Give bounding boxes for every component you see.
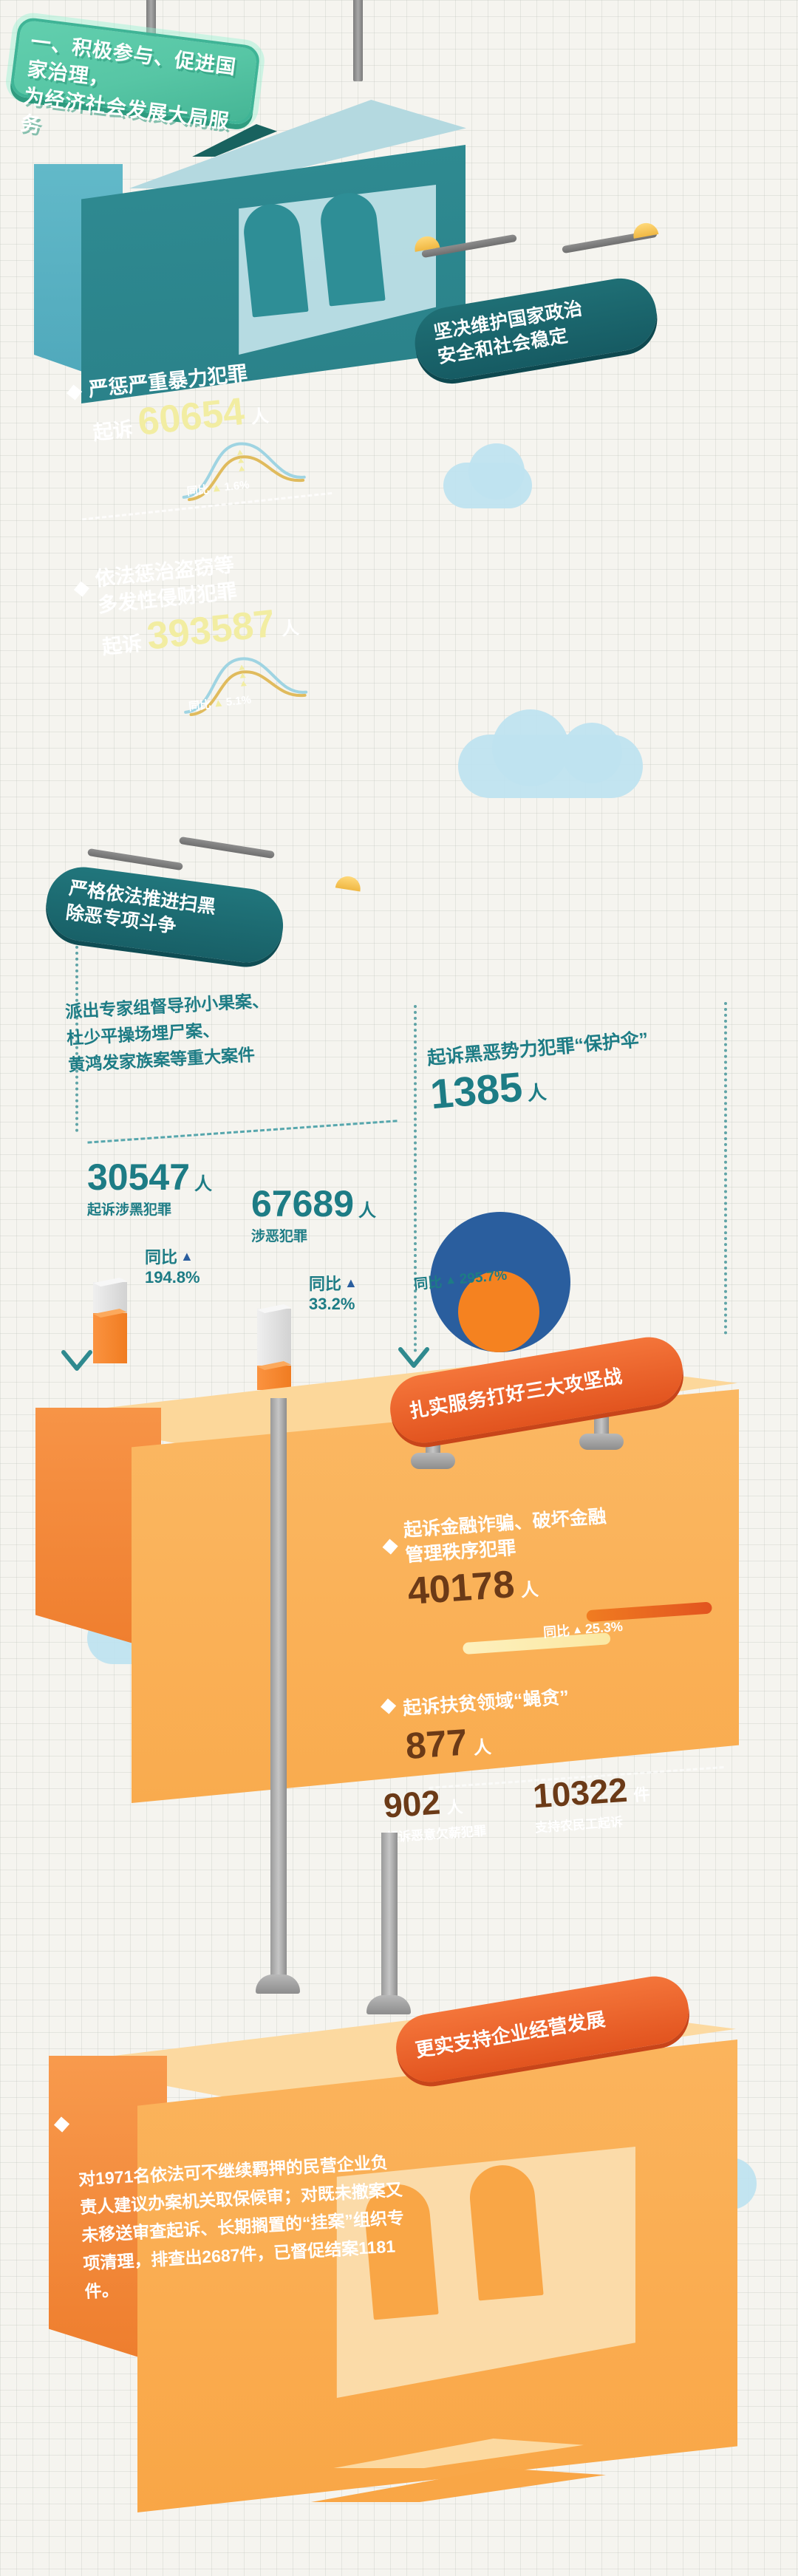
pair-value: 10322 <box>531 1770 629 1816</box>
bar-change-label: 同比 <box>309 1275 342 1293</box>
bar-group-divider <box>87 1120 398 1144</box>
progress-change-label: 同比 <box>542 1623 570 1640</box>
cloud-puff <box>492 709 569 786</box>
stat-block-violent-crime: 严惩严重暴力犯罪 起诉 60654 人 同比 ▲ 1.6% <box>66 347 391 521</box>
support-leg-base-right <box>366 1995 411 2014</box>
bar-column-1 <box>93 1273 134 1363</box>
progress-change-value: 25.3% <box>584 1618 624 1636</box>
pie-stat-unit: 人 <box>526 1080 548 1105</box>
bar-stat-evil-crime: 67689 人 涉恶犯罪 同比 ▲ 33.2% <box>251 1183 377 1390</box>
bar-change-arrow-icon: ▲ <box>180 1248 194 1264</box>
bar-change-group-1: 同比 ▲ 194.8% <box>145 1244 200 1287</box>
bar-stat-black-crime: 30547 人 起诉涉黑犯罪 同比 ▲ 194.8% <box>87 1156 213 1363</box>
support-leg-left <box>270 1398 287 1982</box>
bar-value: 30547 <box>87 1156 191 1198</box>
stat-block-theft-crime: 依法惩治盗窃等 多发性侵财犯罪 起诉 393587 人 同比 ▲ 5.1% <box>73 534 414 727</box>
down-arrow-left-icon <box>61 1348 93 1378</box>
bar-change-group-2: 同比 ▲ 33.2% <box>309 1271 358 1314</box>
bar-column-2 <box>257 1300 299 1390</box>
section4-paragraph: 对1971名依法可不继续羁押的民营企业负责人建议办案机关取保候审；对既未撤案又未… <box>78 2152 405 2302</box>
bullet-diamond-icon <box>381 1698 397 1714</box>
stat-change-label: 同比 <box>188 698 212 714</box>
stat-unit: 人 <box>472 1737 492 1759</box>
stat-change-arrow-icon: ▲ <box>212 696 225 710</box>
bullet-diamond-icon <box>73 581 90 597</box>
stat-change-value: 1.6% <box>223 478 250 494</box>
hanger-rod-right <box>353 0 363 81</box>
bell-curve-svg <box>184 657 308 717</box>
pair-unit: 件 <box>632 1785 651 1805</box>
bell-curve-chart-1: 同比 ▲ 1.6% <box>174 429 310 502</box>
dotted-guide-left-1 <box>75 881 78 1132</box>
bell-curve-svg <box>182 442 306 502</box>
pie-change-arrow-icon: ▲ <box>444 1272 457 1287</box>
pie-change-label: 同比 <box>413 1275 443 1293</box>
pie-stat-value: 1385 <box>428 1063 525 1118</box>
stat-value: 877 <box>404 1721 469 1768</box>
bar-stat-group: 30547 人 起诉涉黑犯罪 同比 ▲ 194.8% 67689 人 涉恶犯罪 <box>87 1120 412 1390</box>
pie-change-value: 295.7% <box>458 1267 508 1287</box>
stat-change-value: 5.1% <box>225 693 252 709</box>
bar-change-value: 33.2% <box>309 1295 355 1313</box>
bar-change-arrow-icon: ▲ <box>344 1275 358 1290</box>
badge2-rod-left <box>87 848 183 871</box>
bar-value: 67689 <box>251 1183 355 1224</box>
bar-change-label: 同比 <box>145 1248 178 1267</box>
down-arrow-right-icon <box>398 1345 430 1375</box>
bar-label: 起诉涉黑犯罪 <box>87 1202 172 1218</box>
bar-unit: 人 <box>358 1201 377 1221</box>
dotted-guide-right-1 <box>414 1005 417 1352</box>
badge2-rod-right <box>179 836 275 859</box>
section2-badge: 严格依法推进扫黑 除恶专项斗争 <box>41 862 288 967</box>
pair-value: 902 <box>382 1782 442 1825</box>
bar-label: 涉恶犯罪 <box>251 1229 308 1244</box>
bullet-diamond-icon <box>382 1539 398 1555</box>
bell-curve-chart-2: 同比 ▲ 5.1% <box>176 643 311 717</box>
badge2-knob-far <box>335 874 363 892</box>
stat-prefix: 起诉 <box>100 632 143 659</box>
bar-change-value: 194.8% <box>145 1268 200 1287</box>
progress-change-arrow-icon: ▲ <box>571 1623 584 1637</box>
support-leg-base-left <box>256 1974 300 1994</box>
page-title-sign: 一、积极参与、促进国家治理， 为经济社会发展大局服务 <box>9 16 262 137</box>
stat-unit: 人 <box>250 406 270 428</box>
stat-change-arrow-icon: ▲ <box>210 481 223 495</box>
pair-unit: 人 <box>446 1797 464 1817</box>
support-leg-right <box>381 1833 398 2003</box>
stat-change-label: 同比 <box>186 483 210 499</box>
dotted-guide-right-2 <box>724 1002 727 1335</box>
stat-unit: 人 <box>519 1579 539 1601</box>
cloud-puff <box>468 443 525 500</box>
stat-value: 40178 <box>406 1563 516 1614</box>
orange-badge-base-left <box>411 1453 455 1469</box>
bar-unit: 人 <box>194 1174 213 1194</box>
pie-chart-slice <box>458 1271 539 1352</box>
stat-prefix: 起诉 <box>92 418 134 445</box>
stat-pair-migrant-worker: 10322 件 支持农民工起诉 <box>531 1768 652 1836</box>
section4-paragraph-wrap: 对1971名依法可不继续羁押的民营企业负责人建议办案机关取保候审；对既未撤案又未… <box>53 2091 410 2306</box>
bar-fill <box>93 1313 127 1363</box>
orange-badge-base-right <box>579 1434 624 1450</box>
pie-stat-block: 起诉黑恶势力犯罪“保护伞” 1385 人 <box>426 1018 727 1118</box>
section2-paragraph: 派出专家组督导孙小果案、 杜少平操场埋尸案、 黄鸿发家族案等重大案件 <box>64 990 270 1075</box>
cloud-puff <box>562 723 622 783</box>
bar-fill <box>257 1366 291 1390</box>
stat-unit: 人 <box>280 618 301 640</box>
stat-pair-wage: 902 人 起诉恶意欠薪犯罪 <box>382 1779 486 1845</box>
bullet-diamond-icon <box>66 384 83 401</box>
section2-badge-label: 严格依法推进扫黑 除恶专项斗争 <box>64 877 217 937</box>
